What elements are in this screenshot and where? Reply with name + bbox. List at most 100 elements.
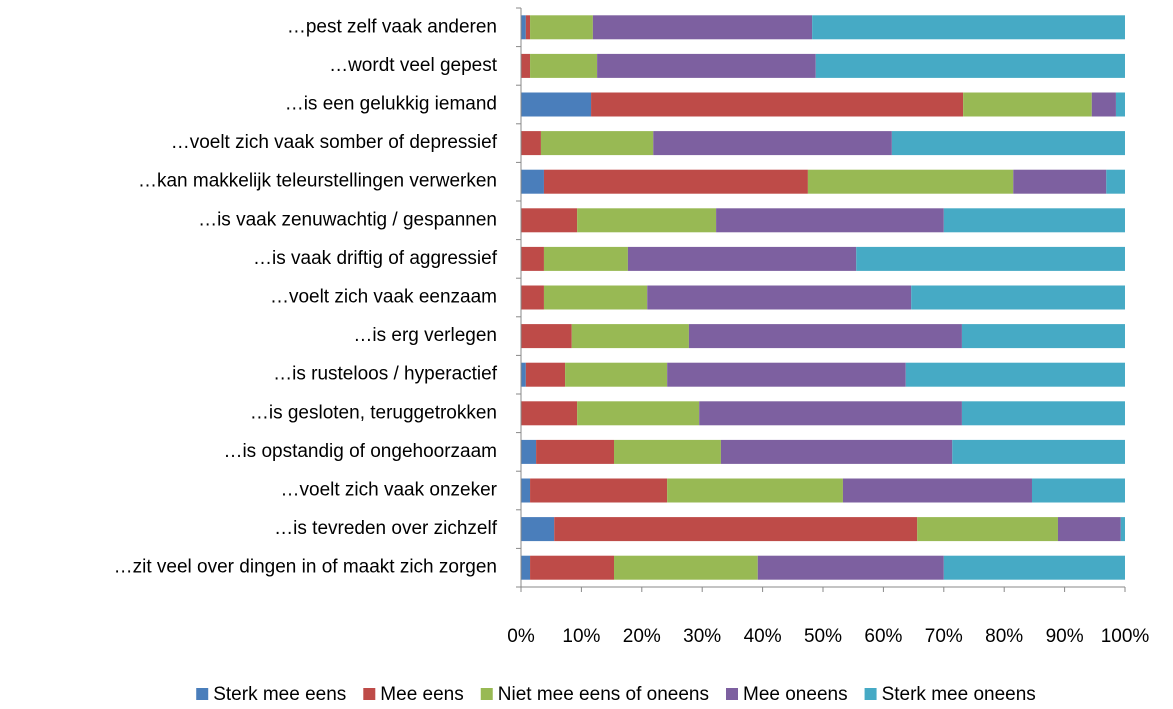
y-tick-label: …is opstandig of ongehoorzaam <box>223 441 497 462</box>
bar-segment <box>961 401 1125 426</box>
bar-segment <box>571 324 689 349</box>
bar-segment <box>943 208 1125 233</box>
x-tick-label: 70% <box>925 626 963 647</box>
bar-segment <box>614 555 758 580</box>
bar-segment <box>554 517 918 542</box>
bar-segment <box>688 324 962 349</box>
y-tick-label: …is vaak driftig of aggressief <box>253 248 498 269</box>
legend-swatch <box>196 688 209 700</box>
y-tick-label: …is rusteloos / hyperactief <box>273 364 498 385</box>
bar-segment <box>525 362 566 387</box>
y-tick-label: …wordt veel gepest <box>329 55 498 76</box>
bar-segment <box>905 362 1125 387</box>
bar-segment <box>530 53 598 78</box>
legend-label: Niet mee eens of oneens <box>498 684 709 705</box>
bar-segment <box>592 15 813 40</box>
bar-segment <box>521 92 592 117</box>
x-tick-label: 90% <box>1046 626 1084 647</box>
bar-segment <box>842 478 1032 503</box>
bar-segment <box>543 169 808 194</box>
bar-segment <box>1013 169 1107 194</box>
bar-segment <box>521 208 578 233</box>
bar-segment <box>647 285 912 310</box>
bar-segment <box>521 555 531 580</box>
bar-segment <box>521 478 531 503</box>
x-tick-label: 10% <box>562 626 600 647</box>
legend-swatch <box>726 688 738 700</box>
y-tick-label: …is gesloten, teruggetrokken <box>250 402 497 423</box>
bar-segment <box>521 15 526 40</box>
bar-segment <box>961 324 1125 349</box>
bar-segment <box>1115 92 1125 117</box>
x-tick-label: 40% <box>744 626 782 647</box>
bar-segment <box>521 517 555 542</box>
bar-segment <box>815 53 1125 78</box>
bar-segment <box>521 53 531 78</box>
x-tick-label: 100% <box>1101 626 1150 647</box>
bar-segment <box>591 92 964 117</box>
bar-segment <box>757 555 944 580</box>
legend-label: Sterk mee eens <box>213 684 346 705</box>
bar-segment <box>807 169 1014 194</box>
bar-segment <box>525 15 531 40</box>
bar-segment <box>1106 169 1125 194</box>
bar-segment <box>543 246 628 271</box>
bar-segment <box>720 439 953 464</box>
y-tick-label: …voelt zich vaak somber of depressief <box>171 132 498 153</box>
bar-segment <box>577 401 700 426</box>
bar-segment <box>891 131 1125 156</box>
bar-segment <box>543 285 648 310</box>
bar-segment <box>667 478 843 503</box>
bar-segment <box>521 169 544 194</box>
bar-segment <box>943 555 1125 580</box>
y-tick-label: …pest zelf vaak anderen <box>287 16 497 37</box>
bar-segment <box>521 401 578 426</box>
bar-segment <box>565 362 668 387</box>
bar-segment <box>699 401 962 426</box>
bar-segment <box>597 53 816 78</box>
bar-segment <box>521 131 541 156</box>
y-tick-label: …kan makkelijk teleurstellingen verwerke… <box>138 171 497 192</box>
bar-segment <box>536 439 615 464</box>
bar-segment <box>521 362 526 387</box>
bar-segment <box>521 285 544 310</box>
y-tick-label: …is tevreden over zichzelf <box>274 518 498 539</box>
bar-segment <box>667 362 906 387</box>
x-tick-label: 0% <box>507 626 535 647</box>
bar-segment <box>1091 92 1116 117</box>
bar-segment <box>614 439 721 464</box>
bar-segment <box>963 92 1092 117</box>
bar-segment <box>716 208 944 233</box>
legend-label: Mee eens <box>380 684 463 705</box>
bar-segment <box>812 15 1125 40</box>
legend-swatch <box>864 688 877 700</box>
x-tick-label: 60% <box>864 626 902 647</box>
x-tick-label: 50% <box>804 626 842 647</box>
bar-segment <box>1120 517 1125 542</box>
legend-label: Sterk mee oneens <box>882 684 1036 705</box>
bar-segment <box>627 246 857 271</box>
bar-segment <box>911 285 1125 310</box>
y-tick-label: …is vaak zenuwachtig / gespannen <box>198 209 497 230</box>
bar-segment <box>530 15 593 40</box>
x-tick-label: 80% <box>985 626 1023 647</box>
bar-segment <box>521 246 544 271</box>
bar-segment <box>540 131 654 156</box>
x-tick-label: 30% <box>683 626 721 647</box>
bar-segment <box>856 246 1125 271</box>
bar-segment <box>917 517 1058 542</box>
bar-segment <box>653 131 892 156</box>
bar-segment <box>952 439 1125 464</box>
bar-segment <box>521 324 572 349</box>
bar-segment <box>577 208 717 233</box>
y-tick-label: …voelt zich vaak eenzaam <box>270 287 497 308</box>
bar-segment <box>530 478 668 503</box>
x-tick-label: 20% <box>623 626 661 647</box>
legend-swatch <box>363 688 376 700</box>
bar-segment <box>521 439 537 464</box>
y-tick-label: …is een gelukkig iemand <box>285 94 497 115</box>
y-tick-label: …is erg verlegen <box>353 325 497 346</box>
legend-swatch <box>480 688 493 700</box>
legend-label: Mee oneens <box>743 684 848 705</box>
